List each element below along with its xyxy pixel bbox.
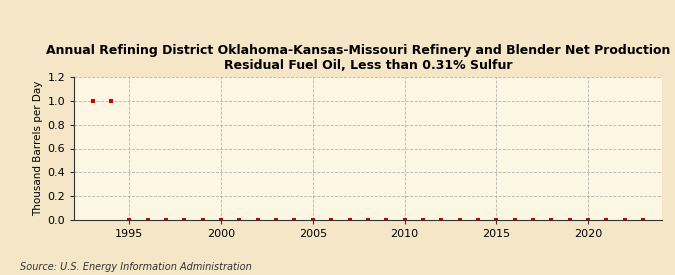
Y-axis label: Thousand Barrels per Day: Thousand Barrels per Day [33,81,43,216]
Title: Annual Refining District Oklahoma-Kansas-Missouri Refinery and Blender Net Produ: Annual Refining District Oklahoma-Kansas… [47,44,675,72]
Text: Source: U.S. Energy Information Administration: Source: U.S. Energy Information Administ… [20,262,252,272]
